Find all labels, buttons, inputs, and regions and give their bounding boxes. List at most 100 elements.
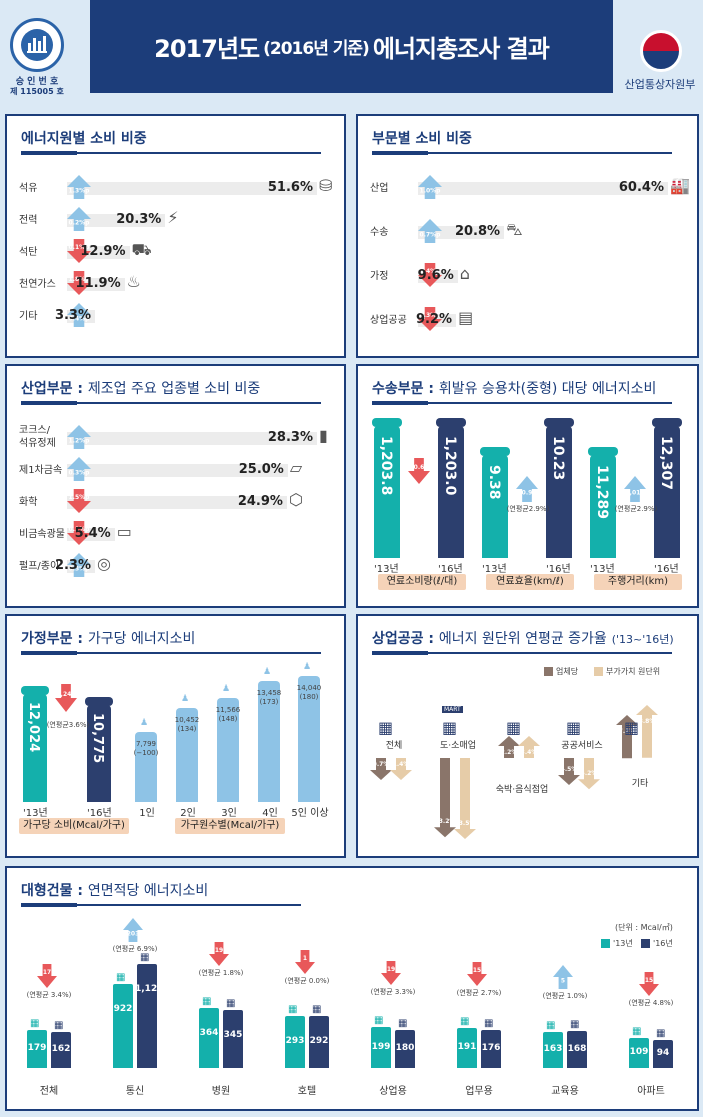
change-note: (연평균 3.3%): [370, 988, 416, 997]
value-label: 12.9%: [80, 244, 126, 259]
change-value: 1.3%p: [69, 187, 91, 194]
change-value: 0.9: [522, 490, 533, 497]
panel-title: 수송부문 : 휘발유 승용차(중형) 대당 에너지소비: [372, 381, 657, 397]
value-label: 7,799: [135, 740, 157, 748]
group-label: 연료소비량(ℓ/대): [378, 574, 466, 590]
down-arrow-icon: 0.6: [408, 458, 430, 484]
value-added-arrow: 3.4%: [518, 736, 540, 758]
year-label: '16년: [546, 564, 571, 575]
change-value: 0.3%p: [69, 469, 91, 476]
bar: [285, 1016, 305, 1068]
down-arrow-icon: 19: [381, 961, 401, 986]
bar: [567, 1031, 587, 1068]
bar: [309, 1016, 329, 1068]
bar: [67, 214, 166, 227]
building-icon: ▦: [378, 718, 394, 737]
panel-large-buildings: 대형건물 : 연면적당 에너지소비 (단위 : Mcal/㎡) '13년 '16년…: [5, 866, 699, 1111]
value-label: 1.4%: [393, 761, 410, 768]
title-year: 2017년도: [154, 35, 260, 63]
panel-title: 대형건물 : 연면적당 에너지소비: [21, 883, 209, 899]
change-note: (연평균2.9%): [506, 505, 550, 513]
bar-cap: [372, 418, 402, 427]
category-label: 가정: [370, 271, 389, 282]
bar: [67, 496, 287, 509]
bar-cap: [436, 418, 466, 427]
category-label: 펄프/종이: [19, 561, 60, 572]
value-label: 28.3%: [267, 430, 313, 445]
title-underline: [372, 651, 672, 655]
bar: [652, 418, 682, 558]
value-label: 10.23: [550, 436, 566, 481]
ministry-name: 산업통상자원부: [624, 78, 696, 91]
year-label: '16년: [87, 808, 112, 819]
change-value: 1.4%p: [420, 268, 442, 275]
change-value: 5: [561, 977, 565, 984]
building-icon: ▦: [624, 718, 640, 737]
category-label: 5인 이상: [291, 808, 329, 819]
category-label: 화학: [19, 497, 38, 508]
change-note: (연평균 1.8%): [198, 968, 244, 977]
title-underline: [372, 401, 672, 405]
bar-cap: [652, 418, 682, 427]
change-value: 0.7%p: [420, 231, 442, 238]
value-label: 0.7%: [373, 761, 390, 768]
factory-icon: 🏭: [670, 176, 690, 195]
value-label: 922: [113, 1004, 133, 1014]
panel-sector: 부문별 소비 비중 산업 1.0%p 60.4% 🏭 수송 0.7%p 20.8% ⛍ 가정 1.…: [356, 114, 699, 358]
legend-2013: '13년: [601, 938, 633, 949]
bar: [135, 732, 157, 802]
value-label: 13.2%: [435, 818, 456, 825]
building-icon: ▦: [374, 1015, 384, 1027]
change-value: 1.2%p: [69, 437, 91, 444]
category-label: 상업공공: [370, 315, 407, 326]
category-label: 호텔: [297, 1086, 317, 1097]
value-added-arrow: 1.4%: [390, 758, 412, 780]
value-label: 1,203.8: [378, 436, 394, 496]
change-value: 203: [127, 930, 140, 937]
value-label: 11,289: [594, 465, 610, 520]
molecule-icon: ⬡: [288, 490, 303, 509]
building-icon: ▦: [116, 972, 126, 983]
category-label: 전체: [39, 1086, 59, 1097]
category-label: 비금속광물: [19, 529, 65, 540]
power-tower-icon: ⚡: [167, 208, 179, 227]
battery-icon: ▮: [319, 426, 328, 445]
value-label: 191: [457, 1042, 477, 1053]
bar: [371, 1027, 391, 1068]
change-value: 19: [215, 947, 223, 954]
sub-label: (148): [218, 715, 238, 724]
change-note: (연평균 1.0%): [542, 992, 588, 1001]
value-label: 3.4%: [521, 749, 538, 756]
change-value: 1.5%p: [69, 494, 91, 501]
building-icon: ▦: [442, 718, 458, 737]
bar: [113, 984, 133, 1068]
value-label: 24.9%: [237, 494, 283, 509]
category-label: 2인: [180, 808, 196, 819]
value-label: 199: [371, 1041, 391, 1052]
bar: [588, 447, 618, 558]
building-icon: ▦: [54, 1019, 64, 1031]
up-arrow-icon: 0.7%p: [418, 219, 442, 243]
value-label: 94: [656, 1048, 670, 1058]
panel-title: 부문별 소비 비중: [372, 131, 472, 147]
bar: [51, 1031, 71, 1068]
panel-energy-source: 에너지원별 소비 비중 석유 1.3%p 51.6% ⛁ 전력 0.2%p 20.3% ⚡ 석탄…: [5, 114, 346, 358]
panel-title: 가정부문 : 가구당 에너지소비: [21, 631, 196, 647]
value-label: 10,775: [90, 713, 105, 764]
sub-label: (134): [177, 725, 197, 734]
bar: [176, 708, 198, 802]
change-value: 19: [387, 966, 395, 973]
change-value: 15: [473, 967, 481, 974]
value-label: 8.8%: [639, 718, 656, 725]
panel-commercial: 상업공공 : 에너지 원단위 연평균 증가율 ('13~'16년) 업체당 부가가…: [356, 614, 699, 858]
panel-transport: 수송부문 : 휘발유 승용차(중형) 대당 에너지소비 1,203.8 '13년 1…: [356, 364, 699, 608]
category-label: 석유: [19, 183, 38, 194]
value-label: 51.6%: [267, 180, 313, 195]
up-arrow-icon: 203: [123, 918, 143, 942]
approval-number-label: 승 인 번 호: [15, 77, 59, 87]
value-label: 292: [309, 1036, 329, 1047]
panel-title: 에너지원별 소비 비중: [21, 131, 147, 147]
bar: [137, 964, 157, 1068]
down-arrow-icon: 1.4%p: [418, 263, 442, 287]
pipe-icon: ▭: [116, 522, 132, 541]
